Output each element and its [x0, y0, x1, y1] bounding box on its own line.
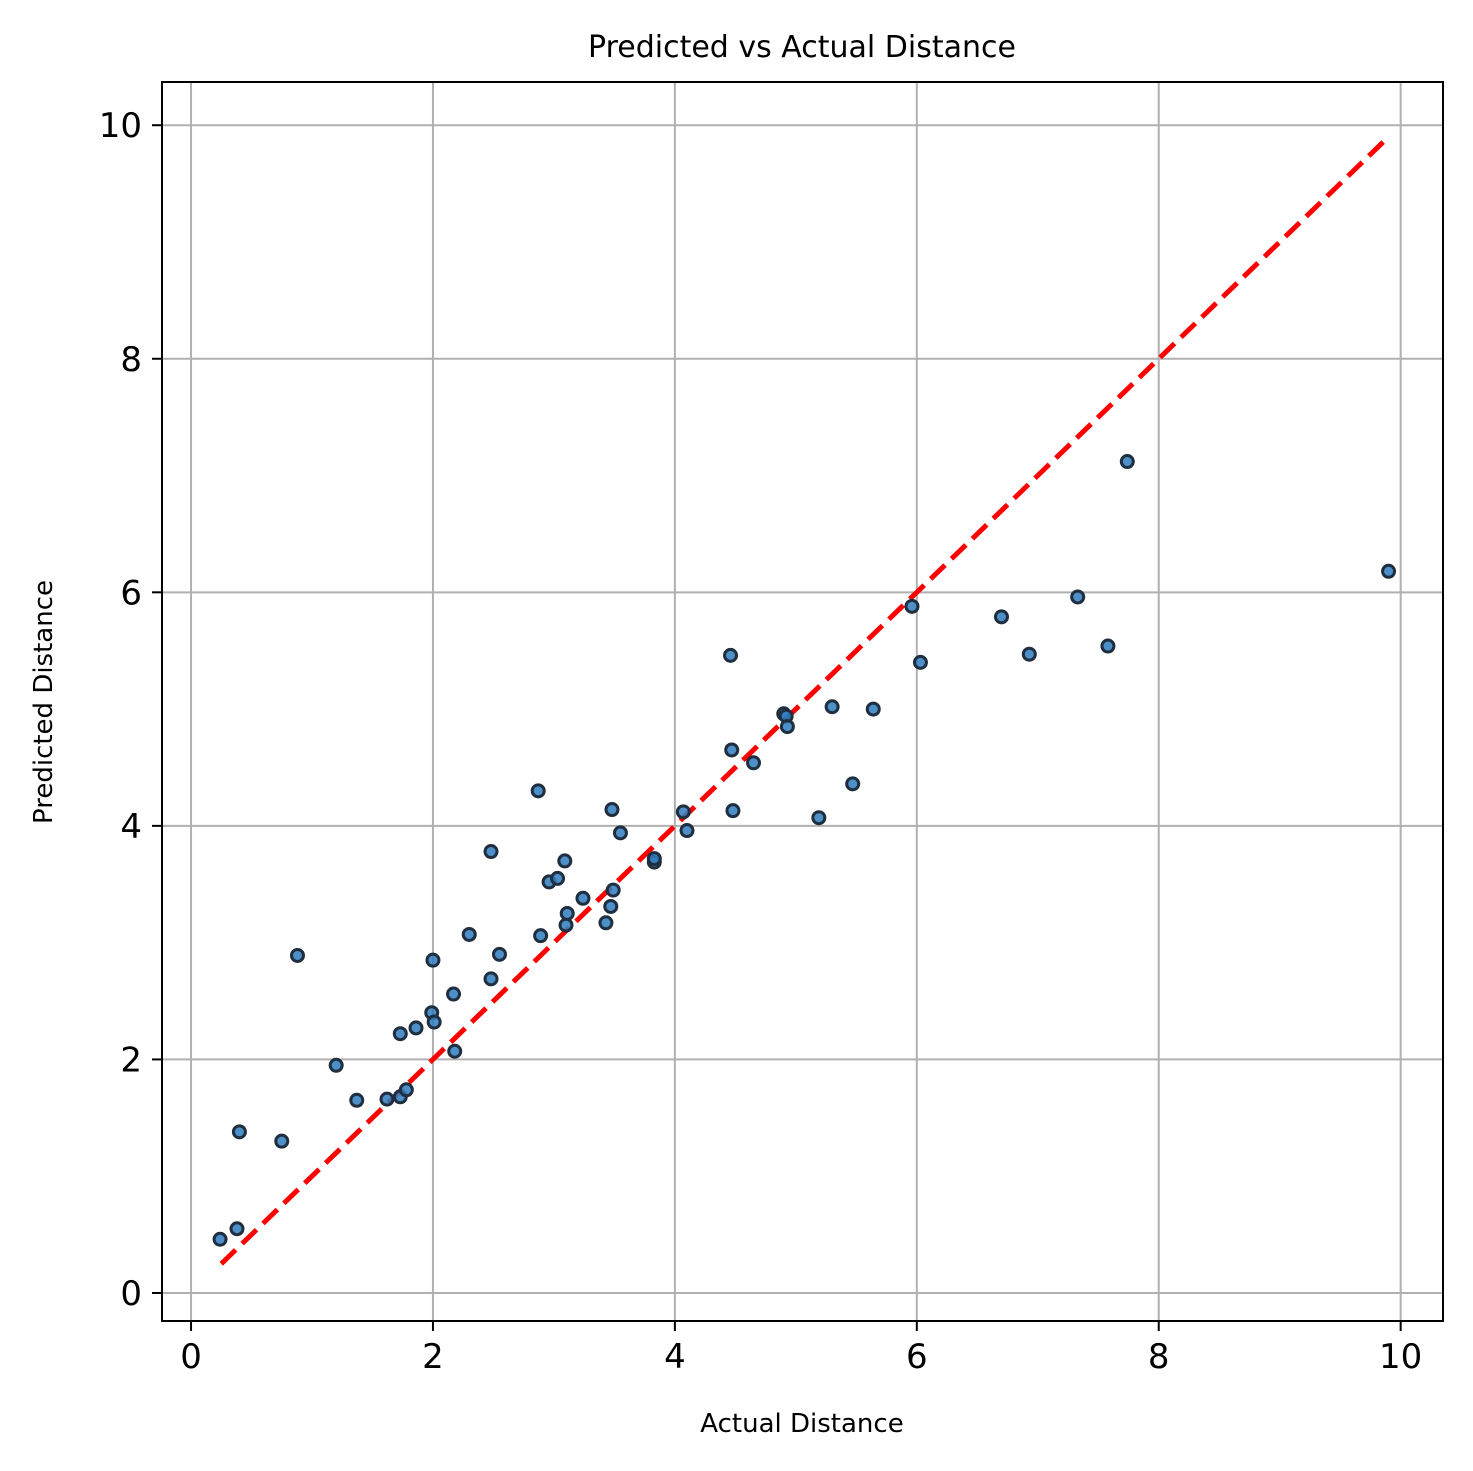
data-point	[328, 1057, 344, 1073]
data-point	[845, 776, 861, 792]
chart-title: Predicted vs Actual Distance	[588, 30, 1016, 65]
data-point	[530, 783, 546, 799]
plot-frame	[161, 81, 1444, 1322]
data-point	[598, 915, 614, 931]
x-tick-label: 6	[906, 1337, 928, 1377]
data-point	[675, 804, 691, 820]
data-point	[533, 928, 549, 944]
data-point	[1100, 638, 1116, 654]
data-point	[575, 890, 591, 906]
y-tick-label: 4	[120, 807, 142, 847]
data-point	[550, 870, 566, 886]
data-point	[425, 952, 441, 968]
data-point	[723, 647, 739, 663]
data-point	[912, 654, 928, 670]
data-point	[811, 810, 827, 826]
y-tick-label: 0	[120, 1274, 142, 1314]
data-point	[1021, 646, 1037, 662]
data-point	[612, 825, 628, 841]
grid-lines	[162, 82, 1443, 1321]
data-point	[646, 851, 662, 867]
data-point	[559, 905, 575, 921]
data-point	[491, 946, 507, 962]
data-point	[993, 609, 1009, 625]
data-point	[349, 1092, 365, 1108]
data-point	[904, 598, 920, 614]
data-point	[603, 898, 619, 914]
data-point	[746, 755, 762, 771]
data-point	[557, 853, 573, 869]
data-points	[212, 454, 1397, 1247]
data-point	[274, 1133, 290, 1149]
data-point	[724, 742, 740, 758]
data-point	[461, 926, 477, 942]
data-point	[231, 1124, 247, 1140]
data-point	[1070, 589, 1086, 605]
data-point	[379, 1091, 395, 1107]
data-point	[483, 971, 499, 987]
data-point	[679, 823, 695, 839]
data-point	[229, 1221, 245, 1237]
data-point	[1119, 454, 1135, 470]
data-point	[824, 699, 840, 715]
data-point	[605, 882, 621, 898]
data-point	[558, 917, 574, 933]
y-tick-label: 2	[120, 1040, 142, 1080]
data-point	[447, 1043, 463, 1059]
data-point	[1381, 563, 1397, 579]
data-point	[446, 986, 462, 1002]
data-point	[865, 701, 881, 717]
reference-line	[219, 135, 1391, 1266]
data-point	[725, 803, 741, 819]
data-point	[289, 947, 305, 963]
x-tick-label: 0	[180, 1337, 202, 1377]
data-point	[779, 719, 795, 735]
data-point	[408, 1020, 424, 1036]
y-axis-label: Predicted Distance	[29, 580, 59, 824]
y-tick-label: 8	[120, 340, 142, 380]
data-point	[398, 1082, 414, 1098]
x-tick-label: 2	[422, 1337, 444, 1377]
data-point	[212, 1231, 228, 1247]
data-point	[604, 802, 620, 818]
data-point	[483, 844, 499, 860]
data-point	[392, 1026, 408, 1042]
x-axis-label: Actual Distance	[700, 1409, 903, 1439]
y-tick-label: 10	[99, 106, 142, 146]
x-tick-label: 10	[1379, 1337, 1422, 1377]
reference-line-group	[219, 135, 1391, 1266]
y-tick-label: 6	[120, 573, 142, 613]
data-point	[426, 1014, 442, 1030]
x-tick-label: 8	[1148, 1337, 1170, 1377]
axis-ticks: 0 2 4 6 8 10 0 2 4 6 8 10	[99, 106, 1423, 1377]
x-tick-label: 4	[664, 1337, 686, 1377]
